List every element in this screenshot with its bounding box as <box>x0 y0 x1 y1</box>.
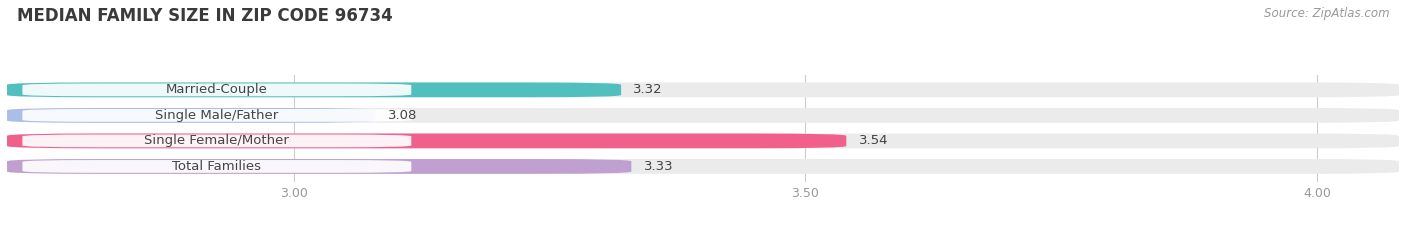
Text: Single Female/Mother: Single Female/Mother <box>145 134 290 147</box>
Text: MEDIAN FAMILY SIZE IN ZIP CODE 96734: MEDIAN FAMILY SIZE IN ZIP CODE 96734 <box>17 7 392 25</box>
FancyBboxPatch shape <box>7 134 846 148</box>
FancyBboxPatch shape <box>22 134 412 147</box>
FancyBboxPatch shape <box>22 83 412 96</box>
FancyBboxPatch shape <box>7 159 1399 174</box>
FancyBboxPatch shape <box>7 82 621 97</box>
Text: 3.33: 3.33 <box>644 160 673 173</box>
Text: Total Families: Total Families <box>173 160 262 173</box>
Text: Married-Couple: Married-Couple <box>166 83 267 96</box>
Text: Source: ZipAtlas.com: Source: ZipAtlas.com <box>1264 7 1389 20</box>
FancyBboxPatch shape <box>7 108 375 123</box>
Text: 3.54: 3.54 <box>859 134 889 147</box>
FancyBboxPatch shape <box>7 82 1399 97</box>
FancyBboxPatch shape <box>7 159 631 174</box>
FancyBboxPatch shape <box>7 134 1399 148</box>
Text: 3.32: 3.32 <box>633 83 664 96</box>
Text: 3.08: 3.08 <box>388 109 418 122</box>
FancyBboxPatch shape <box>22 109 412 122</box>
FancyBboxPatch shape <box>22 160 412 173</box>
Text: Single Male/Father: Single Male/Father <box>155 109 278 122</box>
FancyBboxPatch shape <box>7 108 1399 123</box>
